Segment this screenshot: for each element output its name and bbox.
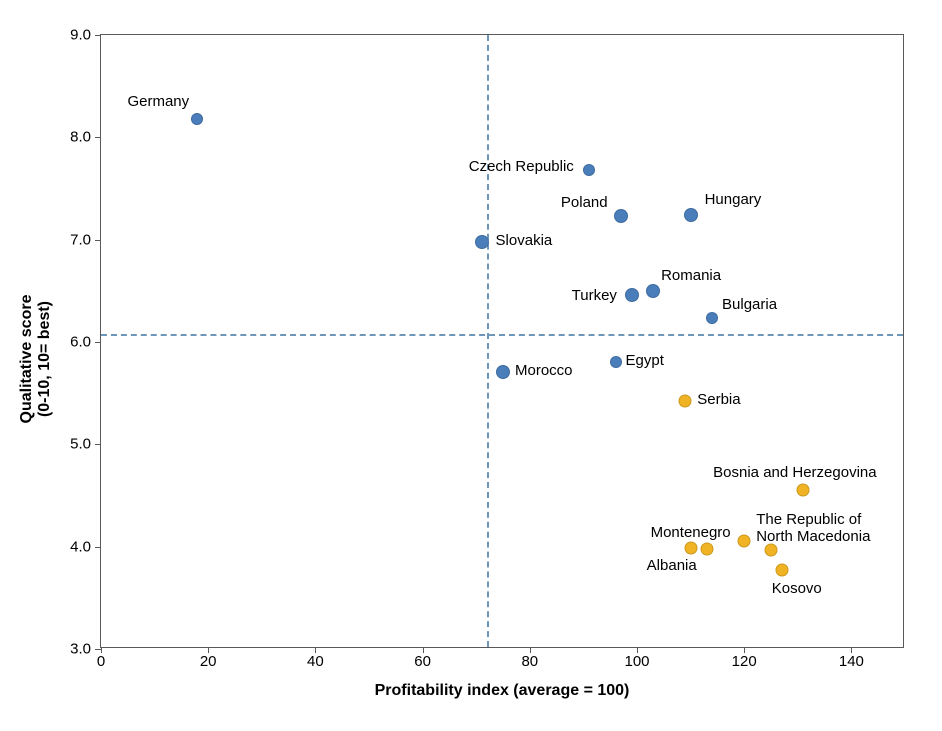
data-point: [610, 356, 622, 368]
data-point-label: Egypt: [626, 352, 664, 369]
data-point: [706, 312, 718, 324]
data-point-label: Kosovo: [772, 580, 822, 597]
data-point-label: Hungary: [705, 191, 762, 208]
data-point: [684, 541, 697, 554]
y-tick-label: 5.0: [70, 436, 101, 453]
horizontal-reference-line: [101, 334, 903, 336]
x-tick-label: 40: [307, 647, 324, 670]
data-point-label: Serbia: [697, 391, 740, 408]
y-tick-label: 7.0: [70, 231, 101, 248]
y-axis-title-line2: (0-10, 10= best): [36, 301, 53, 417]
scatter-chart: 3.04.05.06.07.08.09.0020406080100120140G…: [0, 0, 942, 731]
x-tick-label: 140: [839, 647, 864, 670]
data-point: [496, 365, 510, 379]
y-axis-title: Qualitative score (0-10, 10= best): [18, 295, 54, 424]
plot-area: 3.04.05.06.07.08.09.0020406080100120140G…: [100, 34, 904, 648]
data-point: [191, 113, 203, 125]
y-tick-label: 8.0: [70, 129, 101, 146]
data-point-label: Germany: [127, 93, 189, 110]
x-tick-label: 120: [732, 647, 757, 670]
data-point: [700, 542, 713, 555]
x-tick-label: 20: [200, 647, 217, 670]
x-tick-label: 80: [521, 647, 538, 670]
data-point: [679, 395, 692, 408]
data-point: [614, 209, 628, 223]
data-point-label: Albania: [647, 557, 697, 574]
y-axis-title-line1: Qualitative score: [18, 295, 35, 424]
data-point-label: Morocco: [515, 362, 573, 379]
data-point: [475, 235, 489, 249]
data-point-label: Poland: [561, 194, 608, 211]
data-point-label: Romania: [661, 267, 721, 284]
data-point-label: Bosnia and Herzegovina: [713, 464, 876, 481]
y-tick-label: 6.0: [70, 334, 101, 351]
vertical-reference-line: [487, 35, 489, 647]
x-tick-label: 100: [624, 647, 649, 670]
data-point-label: Turkey: [572, 287, 617, 304]
y-tick-label: 4.0: [70, 538, 101, 555]
data-point: [625, 288, 639, 302]
data-point: [646, 284, 660, 298]
x-tick-label: 60: [414, 647, 431, 670]
data-point: [765, 543, 778, 556]
data-point: [583, 164, 595, 176]
data-point-label: The Republic ofNorth Macedonia: [756, 511, 870, 546]
data-point-label: Slovakia: [496, 232, 553, 249]
data-point: [738, 534, 751, 547]
data-point-label: Czech Republic: [469, 158, 574, 175]
x-tick-label: 0: [97, 647, 105, 670]
data-point: [797, 484, 810, 497]
y-tick-label: 9.0: [70, 27, 101, 44]
data-point: [775, 564, 788, 577]
x-axis-title: Profitability index (average = 100): [375, 682, 630, 700]
data-point-label: Montenegro: [651, 524, 731, 541]
data-point-label: Bulgaria: [722, 296, 777, 313]
data-point: [684, 208, 698, 222]
